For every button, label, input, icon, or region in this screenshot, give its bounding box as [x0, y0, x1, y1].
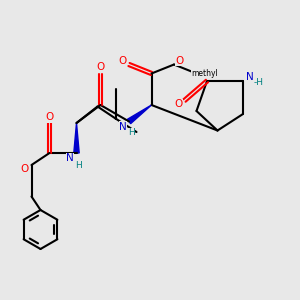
Text: N: N — [66, 153, 74, 164]
Polygon shape — [74, 123, 79, 153]
Text: N: N — [119, 122, 127, 132]
Polygon shape — [128, 105, 152, 124]
Text: O: O — [45, 112, 54, 122]
Text: O: O — [175, 56, 184, 66]
Text: methyl: methyl — [191, 69, 218, 78]
Text: H: H — [128, 128, 135, 137]
Text: H: H — [75, 160, 81, 169]
Text: N: N — [246, 72, 254, 82]
Text: O: O — [96, 61, 105, 72]
Text: -H: -H — [254, 78, 264, 87]
Text: O: O — [118, 56, 127, 66]
Text: O: O — [174, 99, 183, 110]
Text: O: O — [20, 164, 29, 174]
